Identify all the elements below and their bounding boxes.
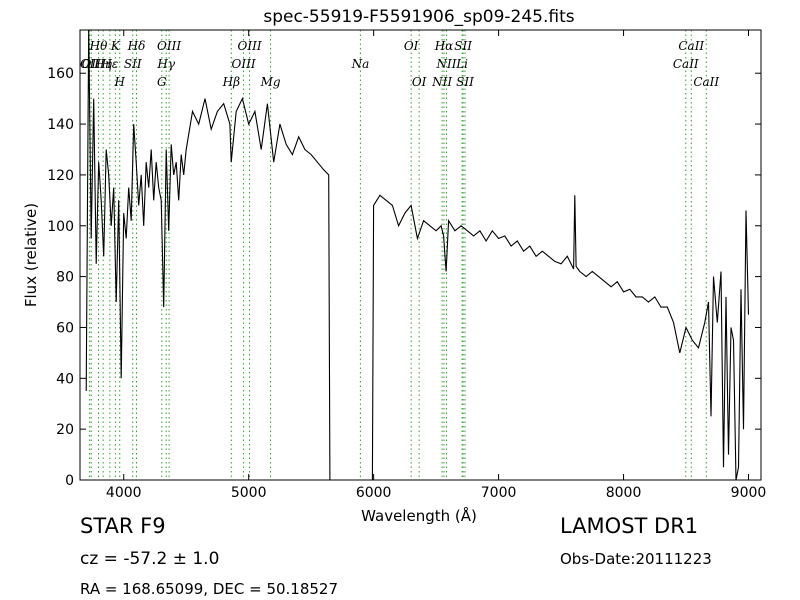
plot-frame [79,29,762,481]
line-label: G [157,75,167,89]
y-tick-label: 80 [56,270,74,286]
y-tick-label: 60 [56,320,74,336]
y-tick-label: 40 [56,371,74,387]
object-class: STAR F9 [80,514,166,538]
chart-title: spec-55919-F5591906_sp09-245.fits [263,7,574,27]
line-label: SII [124,57,142,71]
line-label: Mg [260,75,281,89]
line-label: Hα [434,39,454,53]
y-tick-label: 20 [56,422,74,438]
line-label: SII [456,75,474,89]
line-label: OIII [232,57,256,71]
line-label: Hε [100,57,118,71]
y-tick-label: 140 [47,117,74,133]
line-label: OI [412,75,427,89]
line-label: H [114,75,126,89]
x-axis-label: Wavelength (Å) [361,506,477,525]
line-label: Hδ [127,39,146,53]
y-axis: 0 20 40 60 80 100 120 140 160 [47,66,761,489]
line-label: OII [80,57,100,71]
line-label: CaII [673,57,699,71]
line-label: NII [435,57,456,71]
line-label: CaII [693,75,719,89]
line-label: Li [455,57,468,71]
spectrum-line [85,30,750,480]
line-label: SII [454,39,472,53]
line-label: Na [351,57,370,71]
line-label: Hθ [89,39,108,53]
line-label: OI [404,39,419,53]
x-tick-label: 5000 [231,485,267,501]
line-label: OII [82,57,102,71]
x-axis: 4000 5000 6000 7000 8000 9000 [106,30,766,501]
line-label: Hβ [222,75,240,89]
coordinates: RA = 168.65099, DEC = 50.18527 [80,580,339,598]
y-tick-label: 120 [47,168,74,184]
y-tick-label: 100 [47,219,74,235]
y-tick-label: 0 [65,473,74,489]
line-label: Hγ [156,57,175,71]
x-tick-label: 9000 [731,485,767,501]
line-label: OIII [238,39,262,53]
line-label: Hη [93,57,112,71]
line-label: NII [431,75,452,89]
observation-date: Obs-Date:20111223 [560,550,712,568]
line-label: K [110,39,121,53]
line-label: OIII [157,39,181,53]
x-tick-label: 6000 [356,485,392,501]
x-tick-label: 4000 [106,485,142,501]
line-label: CaII [678,39,704,53]
y-axis-label: Flux (relative) [22,203,40,307]
y-tick-label: 160 [47,66,74,82]
x-tick-label: 8000 [606,485,642,501]
survey-name: LAMOST DR1 [560,514,699,538]
line-labels: OIIOIIHθHηHεKHSIIHδGHγOIIIHβOIIIOIIIMgNa… [80,39,719,89]
line-markers [89,30,707,480]
redshift-value: cz = -57.2 ± 1.0 [80,549,220,569]
x-tick-label: 7000 [481,485,517,501]
